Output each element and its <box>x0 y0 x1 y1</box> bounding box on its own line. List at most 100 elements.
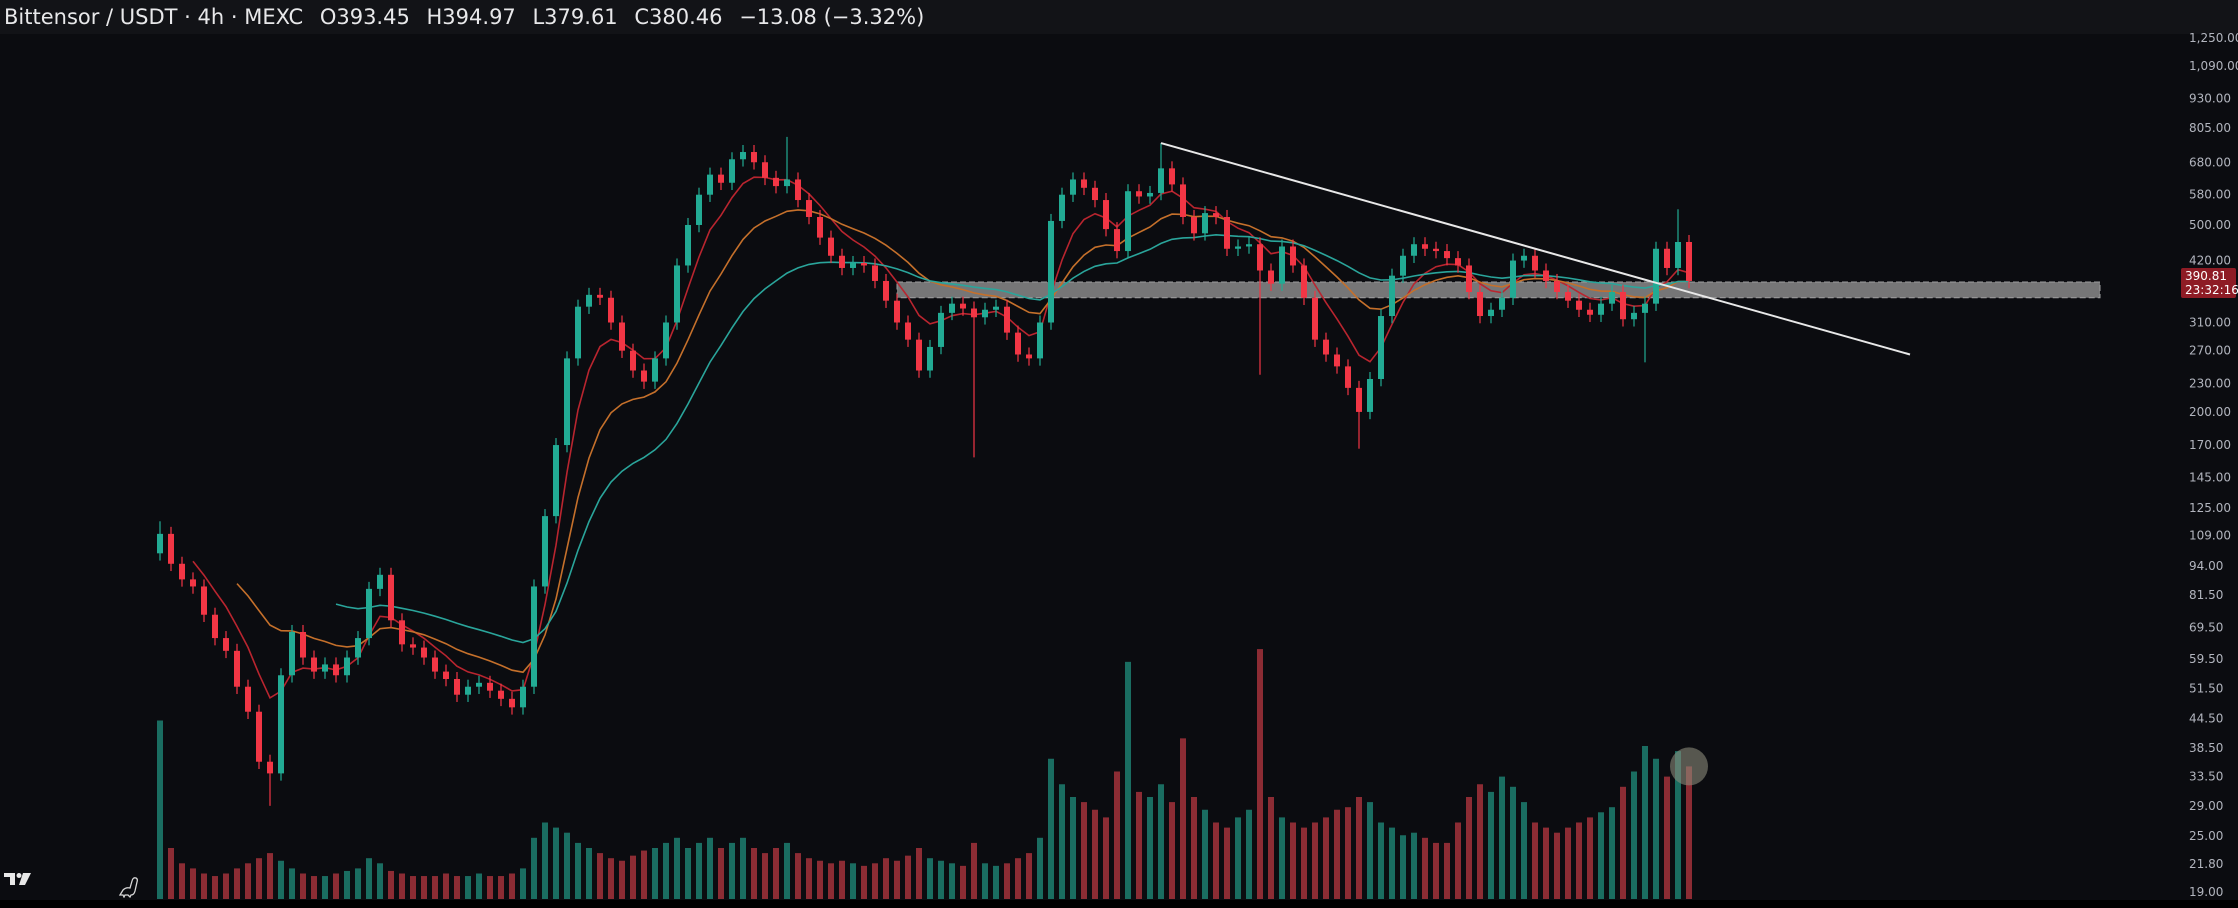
volume-bar <box>1279 817 1285 899</box>
candle-body <box>223 638 229 651</box>
volume-bar <box>1466 797 1472 899</box>
candle-body <box>1576 300 1582 310</box>
candle-body <box>531 586 537 687</box>
y-tick-label: 21.80 <box>2189 857 2223 871</box>
y-tick-label: 94.00 <box>2189 559 2223 573</box>
volume-bar <box>1532 822 1538 899</box>
volume-bar <box>894 860 900 899</box>
dino-icon[interactable] <box>117 874 141 898</box>
candle-body <box>278 675 284 774</box>
y-tick-label: 145.00 <box>2189 471 2231 485</box>
candle-body <box>1433 248 1439 252</box>
candle-body <box>751 152 757 163</box>
volume-bar <box>1587 817 1593 899</box>
ema_mid-line <box>236 209 1690 674</box>
y-tick-label: 420.00 <box>2189 254 2231 268</box>
volume-bar <box>1070 797 1076 899</box>
tradingview-logo-icon[interactable] <box>4 872 32 886</box>
volume-bar <box>1136 791 1142 899</box>
candle-body <box>1202 213 1208 234</box>
candle-body <box>1268 270 1274 284</box>
candle-body <box>872 265 878 281</box>
y-tick-label: 19.00 <box>2189 885 2223 899</box>
chart-legend-header: Bittensor / USDT · 4h · MEXC O393.45 H39… <box>0 0 2238 34</box>
candle-body <box>1235 246 1241 249</box>
volume-bar <box>410 876 416 899</box>
y-tick-label: 69.50 <box>2189 621 2223 635</box>
volume-bar <box>795 853 801 899</box>
candle-body <box>718 174 724 183</box>
volume-bar <box>443 873 449 899</box>
candle-body <box>520 686 526 708</box>
volume-bar <box>883 858 889 899</box>
candle-body <box>190 579 196 587</box>
volume-bar <box>388 870 394 899</box>
candle-body <box>443 671 449 680</box>
symbol-title[interactable]: Bittensor / USDT · 4h · MEXC <box>4 5 304 29</box>
candle-body <box>916 339 922 371</box>
volume-bar <box>872 863 878 899</box>
candle-body <box>1565 291 1571 301</box>
volume-bar <box>520 868 526 899</box>
volume-bar <box>861 865 867 899</box>
volume-bar <box>938 860 944 899</box>
volume-bar <box>751 848 757 899</box>
volume-bar <box>179 863 185 899</box>
y-tick-label: 680.00 <box>2189 155 2231 169</box>
y-tick-label: 930.00 <box>2189 91 2231 105</box>
volume-bar <box>311 876 317 899</box>
candle-body <box>938 312 944 347</box>
volume-bar <box>1323 817 1329 899</box>
candle-body <box>1356 387 1362 412</box>
candle-body <box>289 631 295 676</box>
candle-body <box>1136 191 1142 197</box>
candle-body <box>157 533 163 554</box>
candle-body <box>212 614 218 639</box>
volume-bar <box>630 855 636 899</box>
candle-body <box>1345 366 1351 388</box>
volume-bar <box>465 876 471 899</box>
volume-bar <box>1488 791 1494 899</box>
volume-bar <box>1301 827 1307 899</box>
support-zone[interactable] <box>896 281 2101 299</box>
volume-bar <box>1114 771 1120 899</box>
volume-bar <box>1598 812 1604 899</box>
volume-bar <box>586 848 592 899</box>
candle-body <box>1114 229 1120 252</box>
candle-body <box>608 297 614 323</box>
candle-body <box>509 698 515 708</box>
candle-body <box>1059 194 1065 221</box>
trendline[interactable] <box>1160 142 1911 356</box>
volume-bar <box>542 822 548 899</box>
volume-bar <box>663 842 669 899</box>
candle-body <box>817 216 823 238</box>
candle-body <box>1488 309 1494 317</box>
volume-bar <box>1664 776 1670 899</box>
volume-bar <box>806 858 812 899</box>
price-axis[interactable]: 1,250.00 1,090.00 930.00 805.00 680.00 580.00… <box>2189 31 2238 899</box>
volume-bar <box>1411 832 1417 899</box>
candle-body <box>696 194 702 225</box>
volume-bar <box>1455 822 1461 899</box>
y-tick-label: 580.00 <box>2189 188 2231 202</box>
volume-bar <box>1191 797 1197 899</box>
ohlc-low: L379.61 <box>532 5 618 29</box>
volume-bar <box>377 863 383 899</box>
candle-body <box>1422 244 1428 249</box>
candle-body <box>1026 354 1032 359</box>
volume-bar <box>971 842 977 899</box>
candle-body <box>674 265 680 323</box>
candle-body <box>168 533 174 564</box>
volume-bar <box>674 837 680 899</box>
candle-body <box>1103 200 1109 230</box>
candle-body <box>366 588 372 639</box>
candle-body <box>1158 168 1164 193</box>
candle-body <box>388 574 394 621</box>
volume-bar <box>1147 797 1153 899</box>
volume-bar <box>1565 827 1571 899</box>
candle-body <box>1180 184 1186 217</box>
volume-bar <box>817 860 823 899</box>
candle-body <box>1367 379 1373 412</box>
volume-bar <box>696 842 702 899</box>
